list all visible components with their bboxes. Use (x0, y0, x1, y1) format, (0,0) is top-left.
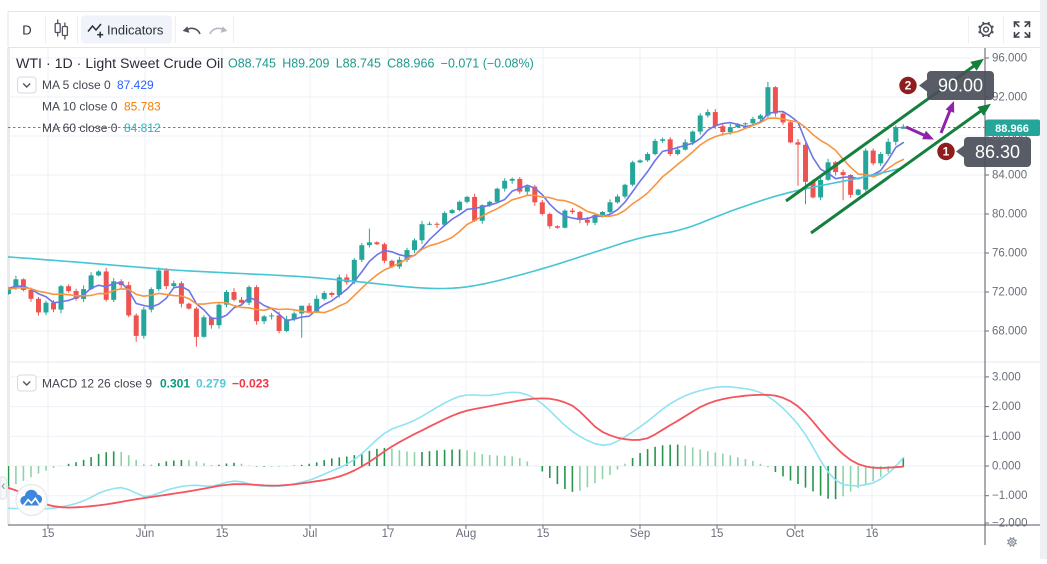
svg-text:76.000: 76.000 (992, 248, 1027, 260)
svg-text:3.000: 3.000 (992, 371, 1021, 383)
svg-text:72.000: 72.000 (992, 287, 1027, 299)
svg-text:−2.000: −2.000 (992, 518, 1028, 530)
svg-text:0.279: 0.279 (196, 377, 226, 391)
svg-text:15: 15 (42, 528, 55, 540)
svg-text:2.000: 2.000 (992, 401, 1021, 413)
svg-text:80.000: 80.000 (992, 209, 1027, 221)
svg-text:Jun: Jun (136, 528, 155, 540)
svg-text:Jul: Jul (303, 528, 318, 540)
svg-text:2: 2 (905, 79, 912, 93)
svg-text:Oct: Oct (786, 528, 805, 540)
svg-text:Aug: Aug (456, 528, 476, 540)
svg-text:96.000: 96.000 (992, 53, 1027, 65)
svg-text:15: 15 (537, 528, 550, 540)
svg-text:MA 10 close 0: MA 10 close 0 (42, 100, 118, 114)
svg-text:84.000: 84.000 (992, 170, 1027, 182)
svg-text:MA 60 close 0: MA 60 close 0 (42, 121, 118, 135)
svg-text:88.966: 88.966 (995, 123, 1029, 135)
svg-text:90.00: 90.00 (938, 76, 983, 96)
svg-text:84.812: 84.812 (124, 121, 161, 135)
svg-text:0.301: 0.301 (160, 377, 190, 391)
svg-text:1: 1 (943, 145, 950, 159)
svg-text:WTI · 1D · Light Sweet Crude O: WTI · 1D · Light Sweet Crude Oil (16, 56, 223, 72)
svg-text:15: 15 (216, 528, 229, 540)
svg-text:17: 17 (382, 528, 395, 540)
svg-text:Sep: Sep (630, 528, 650, 540)
svg-text:68.000: 68.000 (992, 326, 1027, 338)
svg-text:D: D (22, 23, 31, 38)
svg-text:O88.745 H89.209 L88.745 C88.96: O88.745 H89.209 L88.745 C88.966 −0.071 (… (228, 57, 534, 71)
svg-text:0.000: 0.000 (992, 461, 1021, 473)
svg-text:86.30: 86.30 (975, 142, 1020, 162)
svg-text:87.429: 87.429 (117, 78, 154, 92)
svg-text:15: 15 (711, 528, 724, 540)
svg-text:Indicators: Indicators (107, 23, 164, 38)
svg-text:MA 5 close 0: MA 5 close 0 (42, 78, 111, 92)
svg-text:−0.023: −0.023 (232, 377, 269, 391)
svg-text:16: 16 (866, 528, 879, 540)
svg-text:1.000: 1.000 (992, 431, 1021, 443)
svg-text:MACD 12 26 close 9: MACD 12 26 close 9 (42, 377, 152, 391)
svg-text:−1.000: −1.000 (992, 490, 1028, 502)
svg-text:85.783: 85.783 (124, 100, 161, 114)
svg-text:92.000: 92.000 (992, 92, 1027, 104)
